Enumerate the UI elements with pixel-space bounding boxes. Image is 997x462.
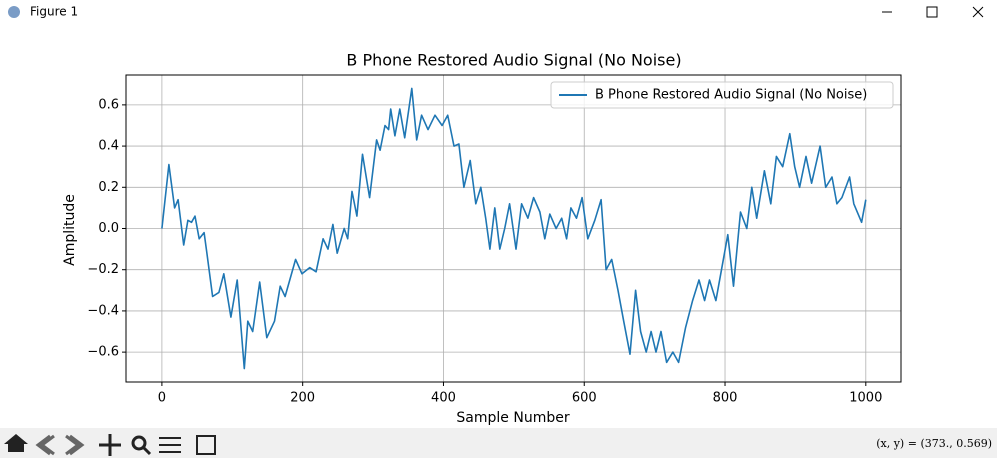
app-icon [8, 6, 20, 18]
y-tick-label: −0.2 [87, 262, 119, 277]
back-button[interactable] [35, 434, 55, 456]
x-tick-label: 400 [431, 391, 456, 406]
x-tick-label: 200 [290, 391, 315, 406]
y-tick-label: 0.0 [98, 221, 119, 236]
data-line [161, 87, 867, 370]
legend-box [550, 81, 894, 109]
legend-label: B Phone Restored Audio Signal (No Noise) [595, 88, 867, 103]
x-tick-label: 1000 [849, 391, 882, 406]
close-button[interactable] [972, 6, 984, 18]
save-button[interactable] [196, 435, 216, 455]
title-bar [0, 0, 997, 25]
window-title: Figure 1 [30, 5, 78, 19]
home-button[interactable] [4, 434, 28, 452]
x-axis-label: Sample Number [456, 410, 569, 426]
chart-title: B Phone Restored Audio Signal (No Noise) [346, 51, 681, 70]
status-text: (x, y) = (373., 0.569) [876, 437, 992, 450]
zoom-button[interactable] [131, 435, 152, 456]
forward-button[interactable] [65, 434, 85, 456]
x-tick-label: 0 [158, 391, 166, 406]
y-tick-label: 0.2 [98, 180, 119, 195]
plot-frame [125, 74, 902, 383]
pan-button[interactable] [99, 434, 121, 456]
y-tick-label: −0.4 [87, 303, 119, 318]
x-tick-label: 800 [713, 391, 738, 406]
y-tick-label: 0.4 [98, 139, 119, 154]
y-tick-label: −0.6 [87, 345, 119, 360]
maximize-button[interactable] [926, 6, 938, 18]
x-tick-label: 600 [572, 391, 597, 406]
configure-button[interactable] [159, 437, 181, 453]
y-axis-label: Amplitude [62, 194, 78, 266]
y-tick-label: 0.6 [98, 97, 119, 112]
